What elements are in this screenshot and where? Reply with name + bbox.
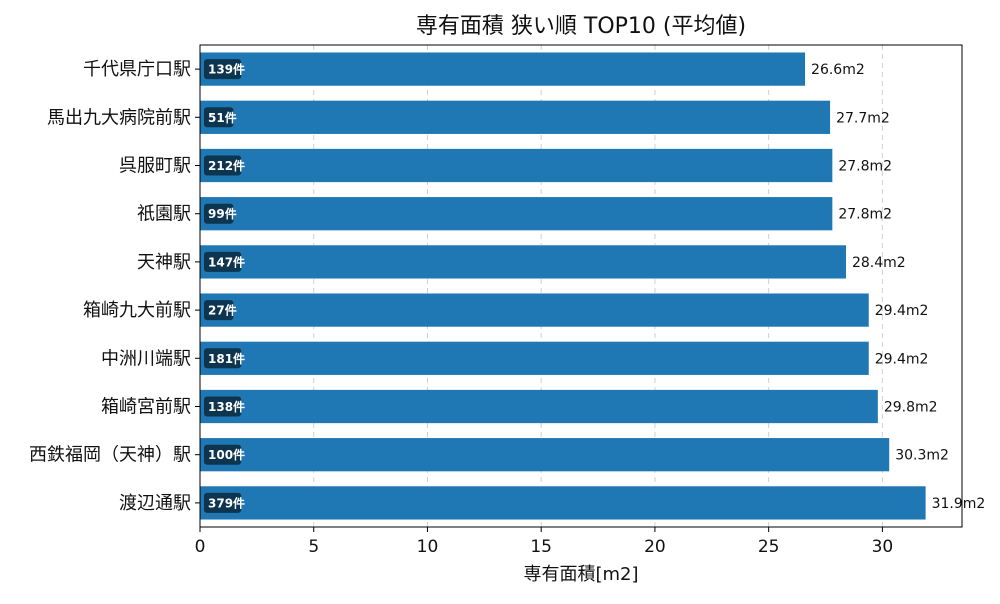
bar <box>200 293 869 327</box>
bar <box>200 389 878 424</box>
count-badge <box>204 492 242 513</box>
value-label: 29.4m2 <box>875 351 929 367</box>
x-tick-label: 0 <box>195 537 206 557</box>
x-tick-label: 5 <box>308 537 319 557</box>
bar <box>200 341 869 375</box>
x-tick-label: 25 <box>758 537 780 557</box>
value-label: 30.3m2 <box>895 448 949 464</box>
category-label: 中洲川端駅 <box>101 348 191 369</box>
count-label: 181件 <box>208 351 245 366</box>
count-label: 138件 <box>208 399 245 414</box>
category-label: 渡辺通駅 <box>119 493 191 514</box>
count-badge <box>204 300 234 321</box>
count-badge <box>204 107 234 128</box>
count-badge <box>204 444 242 465</box>
category-label: 馬出九大病院前駅 <box>47 107 191 128</box>
category-label: 箱崎宮前駅 <box>101 397 191 418</box>
x-tick-label: 30 <box>872 537 894 557</box>
count-label: 51件 <box>208 110 237 125</box>
count-label: 379件 <box>208 495 245 510</box>
count-badge <box>204 396 242 417</box>
category-label: 天神駅 <box>137 252 191 273</box>
category-label: 祇園駅 <box>137 204 191 225</box>
value-label: 27.8m2 <box>838 159 892 175</box>
value-label: 29.8m2 <box>884 400 938 416</box>
x-tick-label: 10 <box>417 537 439 557</box>
bar <box>200 245 846 279</box>
bar <box>200 148 833 183</box>
x-tick-label: 15 <box>530 537 552 557</box>
category-label: 箱崎九大前駅 <box>83 300 191 321</box>
category-labels: 千代県庁口駅馬出九大病院前駅呉服町駅祇園駅天神駅箱崎九大前駅中洲川端駅箱崎宮前駅… <box>29 59 200 514</box>
count-label: 100件 <box>208 447 245 462</box>
bars: 139件 26.6m2 51件 27.7m2 212件 27.8m2 99件 27.8m2 14… <box>200 52 986 520</box>
value-label: 26.6m2 <box>811 62 865 78</box>
count-label: 147件 <box>208 254 245 269</box>
count-badge <box>204 348 242 369</box>
count-label: 139件 <box>208 62 245 77</box>
count-badge <box>204 251 242 272</box>
category-label: 千代県庁口駅 <box>83 59 191 80</box>
count-badge <box>204 203 234 224</box>
count-badge <box>204 155 242 176</box>
category-label: 西鉄福岡（天神）駅 <box>29 445 191 466</box>
bar <box>200 197 833 231</box>
x-axis-label: 専有面積[m2] <box>523 564 638 585</box>
plot-frame <box>199 44 963 528</box>
value-label: 27.8m2 <box>838 207 892 223</box>
count-label: 212件 <box>208 158 245 173</box>
chart-title: 専有面積 狭い順 TOP10 (平均値) <box>416 14 746 39</box>
bar <box>200 438 890 472</box>
x-axis-ticks: 0 5 10 15 20 25 30 <box>195 527 894 557</box>
count-label: 99件 <box>208 206 237 221</box>
bar <box>200 100 831 134</box>
bar <box>200 52 806 86</box>
bar <box>200 486 926 520</box>
count-badge <box>204 59 242 80</box>
value-label: 27.7m2 <box>836 110 890 126</box>
count-label: 27件 <box>208 303 237 318</box>
x-tick-label: 20 <box>644 537 666 557</box>
category-label: 呉服町駅 <box>119 156 191 177</box>
value-label: 29.4m2 <box>875 303 929 319</box>
value-label: 28.4m2 <box>852 255 906 271</box>
value-label: 31.9m2 <box>932 496 986 512</box>
